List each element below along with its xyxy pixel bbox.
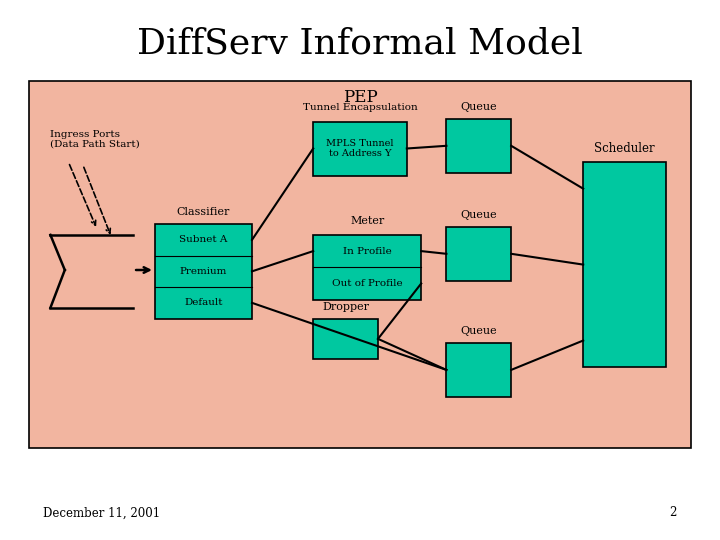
- Text: Scheduler: Scheduler: [594, 142, 655, 155]
- Text: Premium: Premium: [180, 267, 227, 276]
- Bar: [29, 81, 691, 448]
- Bar: [313, 319, 378, 359]
- Bar: [446, 343, 511, 397]
- Text: Classifier: Classifier: [176, 207, 230, 217]
- Text: Subnet A: Subnet A: [179, 235, 228, 244]
- Text: Default: Default: [184, 298, 222, 307]
- Text: PEP: PEP: [343, 89, 377, 106]
- Text: DiffServ Informal Model: DiffServ Informal Model: [137, 26, 583, 60]
- Bar: [583, 162, 666, 367]
- Text: 2: 2: [670, 507, 677, 519]
- Bar: [155, 224, 252, 319]
- Bar: [313, 235, 421, 300]
- Text: Tunnel Encapsulation: Tunnel Encapsulation: [302, 104, 418, 112]
- Text: Meter: Meter: [350, 217, 384, 226]
- Text: Queue: Queue: [461, 210, 497, 220]
- Text: Queue: Queue: [461, 102, 497, 112]
- Text: Out of Profile: Out of Profile: [332, 279, 402, 288]
- Bar: [313, 122, 407, 176]
- Text: December 11, 2001: December 11, 2001: [43, 507, 161, 519]
- Text: Ingress Ports
(Data Path Start): Ingress Ports (Data Path Start): [50, 130, 140, 149]
- Text: In Profile: In Profile: [343, 247, 392, 255]
- Text: Queue: Queue: [461, 326, 497, 336]
- Text: MPLS Tunnel
to Address Y: MPLS Tunnel to Address Y: [326, 139, 394, 158]
- Bar: [446, 119, 511, 173]
- Text: Dropper: Dropper: [322, 302, 369, 312]
- Bar: [446, 227, 511, 281]
